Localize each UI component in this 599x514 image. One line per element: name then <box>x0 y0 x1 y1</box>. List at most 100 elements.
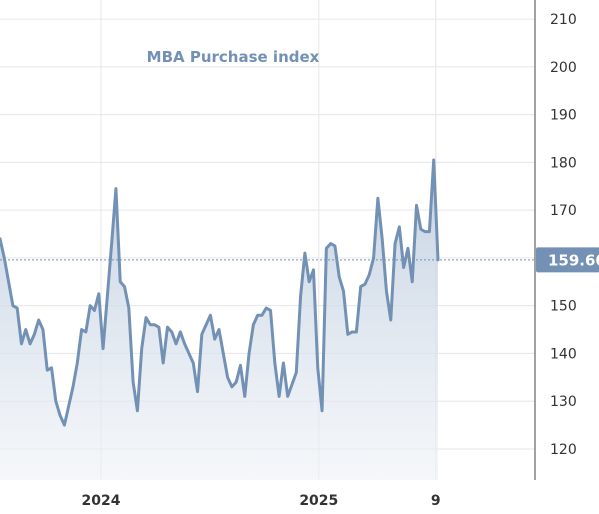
data-point <box>50 366 53 369</box>
y-tick-label: 140 <box>550 346 577 362</box>
y-tick-label: 200 <box>550 60 577 76</box>
data-point <box>299 295 302 298</box>
data-point <box>312 268 315 271</box>
data-point <box>342 290 345 293</box>
data-point <box>406 247 409 250</box>
data-point <box>269 309 272 312</box>
data-point <box>260 314 263 317</box>
data-point <box>123 285 126 288</box>
data-point <box>424 230 427 233</box>
data-point <box>432 159 435 162</box>
data-point <box>175 342 178 345</box>
data-point <box>29 342 32 345</box>
data-point <box>41 328 44 331</box>
data-point <box>110 242 113 245</box>
data-point <box>132 381 135 384</box>
last-value-label: 159.60 <box>548 251 599 269</box>
data-point <box>235 381 238 384</box>
data-point <box>97 292 100 295</box>
data-point <box>37 319 40 322</box>
data-point <box>278 395 281 398</box>
data-point <box>291 383 294 386</box>
data-point <box>119 280 122 283</box>
data-point <box>359 285 362 288</box>
data-point <box>265 307 268 310</box>
data-point <box>325 247 328 250</box>
data-point <box>84 330 87 333</box>
x-tick-label: 2024 <box>81 493 120 509</box>
data-point <box>209 314 212 317</box>
y-tick-label: 190 <box>550 108 577 124</box>
data-point <box>222 352 225 355</box>
data-point <box>157 326 160 329</box>
data-point <box>153 323 156 326</box>
y-axis-ticks: 120130140150160170180190200210 <box>550 12 577 458</box>
data-point <box>239 364 242 367</box>
data-point <box>76 361 79 364</box>
data-point <box>59 414 62 417</box>
data-point <box>364 283 367 286</box>
data-point <box>355 330 358 333</box>
x-tick-label: 2025 <box>299 493 338 509</box>
data-point <box>282 361 285 364</box>
data-point <box>248 352 251 355</box>
data-point <box>226 376 229 379</box>
y-tick-label: 170 <box>550 203 577 219</box>
data-point <box>162 361 165 364</box>
data-point <box>196 390 199 393</box>
data-point <box>89 304 92 307</box>
data-point <box>46 369 49 372</box>
data-point <box>149 323 152 326</box>
data-point <box>106 295 109 298</box>
data-point <box>93 309 96 312</box>
data-point <box>218 328 221 331</box>
data-point <box>140 347 143 350</box>
data-point <box>136 409 139 412</box>
data-point <box>3 256 6 259</box>
data-point <box>54 400 57 403</box>
last-value-badge: 159.60 <box>536 247 599 273</box>
y-tick-label: 180 <box>550 155 577 171</box>
series-area <box>0 160 438 480</box>
data-point <box>308 280 311 283</box>
data-point <box>329 242 332 245</box>
data-point <box>398 225 401 228</box>
last-value-box <box>536 247 599 273</box>
data-point <box>80 328 83 331</box>
data-point <box>372 256 375 259</box>
data-point <box>7 280 10 283</box>
x-tick-label: 9 <box>431 493 441 509</box>
data-point <box>16 307 19 310</box>
y-tick-label: 150 <box>550 299 577 315</box>
data-point <box>381 237 384 240</box>
data-point <box>179 330 182 333</box>
y-tick-label: 120 <box>550 442 577 458</box>
data-point <box>351 330 354 333</box>
data-point <box>437 258 440 261</box>
data-point <box>33 333 36 336</box>
data-point <box>127 307 130 310</box>
data-point <box>419 228 422 231</box>
data-point <box>11 304 14 307</box>
data-point <box>213 338 216 341</box>
data-point <box>145 316 148 319</box>
x-axis-ticks: 2024 2025 9 <box>81 493 440 509</box>
data-point <box>376 197 379 200</box>
data-point <box>273 361 276 364</box>
data-point <box>230 385 233 388</box>
data-point <box>389 319 392 322</box>
data-point <box>286 395 289 398</box>
data-point <box>205 323 208 326</box>
data-point <box>183 342 186 345</box>
data-point <box>166 326 169 329</box>
data-point <box>63 424 66 427</box>
data-point <box>20 342 23 345</box>
data-point <box>187 352 190 355</box>
data-point <box>243 395 246 398</box>
data-point <box>411 280 414 283</box>
data-point <box>200 333 203 336</box>
data-point <box>170 330 173 333</box>
data-point <box>428 230 431 233</box>
data-point <box>102 347 105 350</box>
data-point <box>192 361 195 364</box>
